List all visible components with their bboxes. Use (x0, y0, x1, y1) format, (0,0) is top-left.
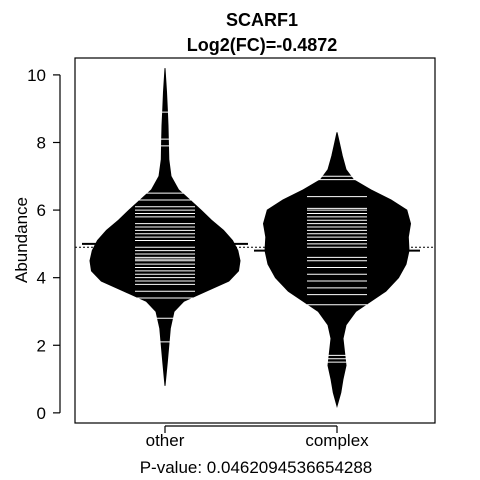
chart-subtitle: Log2(FC)=-0.4872 (187, 35, 338, 55)
y-tick-label: 6 (37, 201, 46, 220)
x-axis: other complex (146, 425, 369, 450)
x-tick-label: other (146, 431, 185, 450)
bean-complex (262, 132, 412, 408)
y-tick-label: 0 (37, 404, 46, 423)
beans (75, 68, 435, 408)
x-tick-label: complex (305, 431, 369, 450)
y-tick-label: 2 (37, 336, 46, 355)
x-axis-label: P-value: 0.0462094536654288 (140, 458, 373, 477)
y-axis: 0 2 4 6 8 10 (27, 66, 61, 423)
y-tick-label: 10 (27, 66, 46, 85)
y-tick-label: 4 (37, 269, 46, 288)
chart-title: SCARF1 (226, 10, 298, 30)
plot-frame (74, 57, 436, 424)
y-axis-label: Abundance (12, 197, 31, 283)
y-tick-label: 8 (37, 133, 46, 152)
